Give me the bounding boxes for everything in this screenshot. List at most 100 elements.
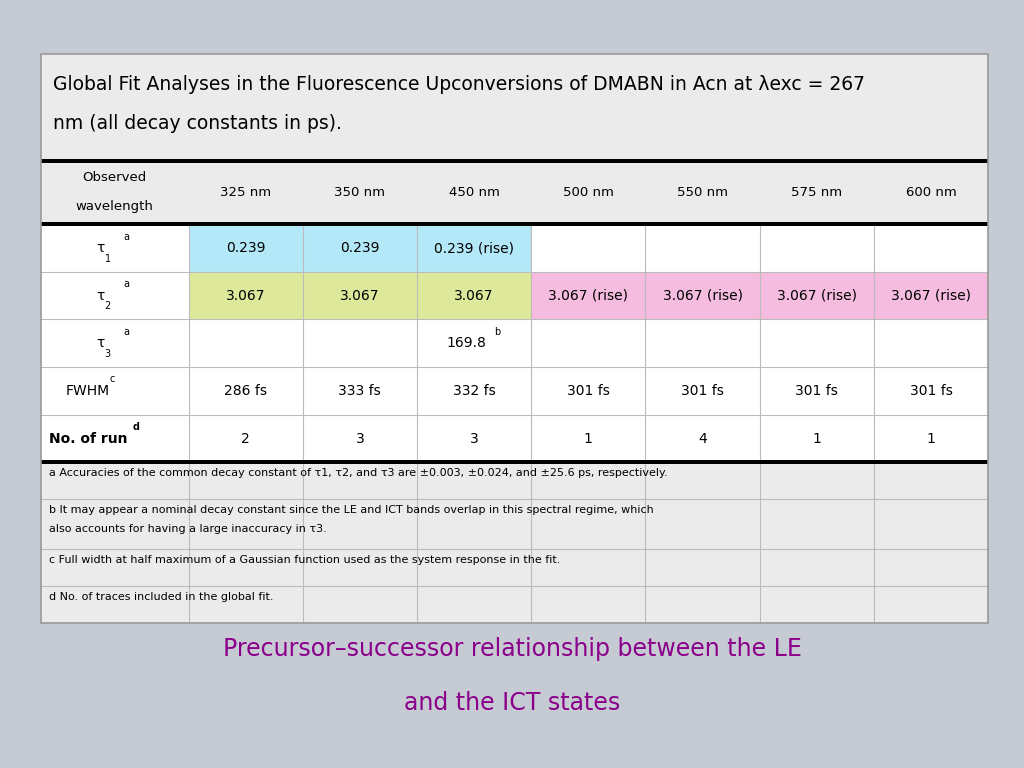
Bar: [303, 224, 417, 272]
Text: 301 fs: 301 fs: [681, 384, 724, 398]
Text: 600 nm: 600 nm: [905, 187, 956, 199]
Bar: [760, 272, 873, 319]
Text: 3.067: 3.067: [455, 289, 494, 303]
Text: b It may appear a nominal decay constant since the LE and ICT bands overlap in t: b It may appear a nominal decay constant…: [49, 505, 654, 515]
Text: 2: 2: [104, 301, 111, 312]
Text: wavelength: wavelength: [76, 200, 154, 213]
Text: 3.067 (rise): 3.067 (rise): [548, 289, 629, 303]
Text: a Accuracies of the common decay constant of τ1, τ2, and τ3 are ±0.003, ±0.024, : a Accuracies of the common decay constan…: [49, 468, 668, 478]
Bar: [531, 319, 645, 367]
Text: d No. of traces included in the global fit.: d No. of traces included in the global f…: [49, 592, 273, 602]
Bar: [760, 319, 873, 367]
Bar: [41, 54, 988, 623]
Text: c Full width at half maximum of a Gaussian function used as the system response : c Full width at half maximum of a Gaussi…: [49, 555, 560, 565]
Text: 0.239: 0.239: [340, 241, 380, 255]
Text: d: d: [133, 422, 140, 432]
Bar: [303, 272, 417, 319]
Text: 1: 1: [104, 253, 111, 264]
Text: 301 fs: 301 fs: [909, 384, 952, 398]
Text: 332 fs: 332 fs: [453, 384, 496, 398]
Bar: [417, 415, 531, 462]
Bar: [303, 367, 417, 415]
Text: 1: 1: [584, 432, 593, 445]
Text: 500 nm: 500 nm: [563, 187, 613, 199]
Bar: [41, 161, 988, 224]
Bar: [188, 272, 303, 319]
Bar: [41, 272, 188, 319]
Bar: [303, 415, 417, 462]
Bar: [41, 462, 988, 499]
Text: and the ICT states: and the ICT states: [403, 691, 621, 715]
Text: 575 nm: 575 nm: [792, 187, 843, 199]
Text: 0.239 (rise): 0.239 (rise): [434, 241, 514, 255]
Bar: [41, 460, 988, 464]
Text: 333 fs: 333 fs: [339, 384, 381, 398]
Bar: [41, 159, 988, 163]
Bar: [873, 319, 988, 367]
Text: c: c: [110, 374, 115, 385]
Text: Precursor–successor relationship between the LE: Precursor–successor relationship between…: [222, 637, 802, 661]
Text: No. of run: No. of run: [49, 432, 128, 445]
Bar: [188, 367, 303, 415]
Bar: [760, 224, 873, 272]
Bar: [188, 415, 303, 462]
Bar: [645, 319, 760, 367]
Text: 169.8: 169.8: [446, 336, 485, 350]
Text: 1: 1: [927, 432, 936, 445]
Bar: [531, 224, 645, 272]
Bar: [417, 272, 531, 319]
Bar: [531, 367, 645, 415]
Bar: [645, 272, 760, 319]
Bar: [41, 224, 188, 272]
Bar: [41, 367, 188, 415]
Bar: [873, 367, 988, 415]
Bar: [41, 54, 988, 161]
Text: τ: τ: [96, 336, 104, 350]
Text: a: a: [123, 326, 129, 337]
Text: 301 fs: 301 fs: [796, 384, 839, 398]
Bar: [41, 549, 988, 586]
Text: also accounts for having a large inaccuracy in τ3.: also accounts for having a large inaccur…: [49, 524, 327, 534]
Bar: [417, 367, 531, 415]
Bar: [41, 222, 988, 226]
Bar: [41, 54, 988, 623]
Text: a: a: [123, 231, 129, 242]
Text: 325 nm: 325 nm: [220, 187, 271, 199]
Bar: [417, 224, 531, 272]
Text: 550 nm: 550 nm: [677, 187, 728, 199]
Bar: [41, 319, 188, 367]
Text: 3.067: 3.067: [340, 289, 380, 303]
Text: 3: 3: [355, 432, 365, 445]
Text: Global Fit Analyses in the Fluorescence Upconversions of DMABN in Acn at λexc = : Global Fit Analyses in the Fluorescence …: [53, 75, 865, 94]
Bar: [41, 415, 188, 462]
Text: a: a: [123, 279, 129, 290]
Text: 286 fs: 286 fs: [224, 384, 267, 398]
Text: 3: 3: [470, 432, 478, 445]
Text: 3: 3: [104, 349, 111, 359]
Bar: [645, 224, 760, 272]
Text: 1: 1: [812, 432, 821, 445]
Text: τ: τ: [96, 289, 104, 303]
Text: 3.067 (rise): 3.067 (rise): [891, 289, 971, 303]
Text: FWHM: FWHM: [66, 384, 110, 398]
Text: 2: 2: [242, 432, 250, 445]
Text: 3.067: 3.067: [226, 289, 265, 303]
Text: 350 nm: 350 nm: [335, 187, 385, 199]
Text: b: b: [495, 326, 501, 337]
Bar: [873, 224, 988, 272]
Text: Observed: Observed: [83, 171, 146, 184]
Bar: [760, 367, 873, 415]
Bar: [873, 415, 988, 462]
Text: 301 fs: 301 fs: [567, 384, 609, 398]
Text: 3.067 (rise): 3.067 (rise): [663, 289, 742, 303]
Bar: [760, 415, 873, 462]
Bar: [41, 586, 988, 623]
Bar: [645, 367, 760, 415]
Text: 0.239: 0.239: [226, 241, 265, 255]
Bar: [531, 272, 645, 319]
Bar: [188, 224, 303, 272]
Text: τ: τ: [96, 241, 104, 255]
Text: 3.067 (rise): 3.067 (rise): [777, 289, 857, 303]
Bar: [531, 415, 645, 462]
Bar: [417, 319, 531, 367]
